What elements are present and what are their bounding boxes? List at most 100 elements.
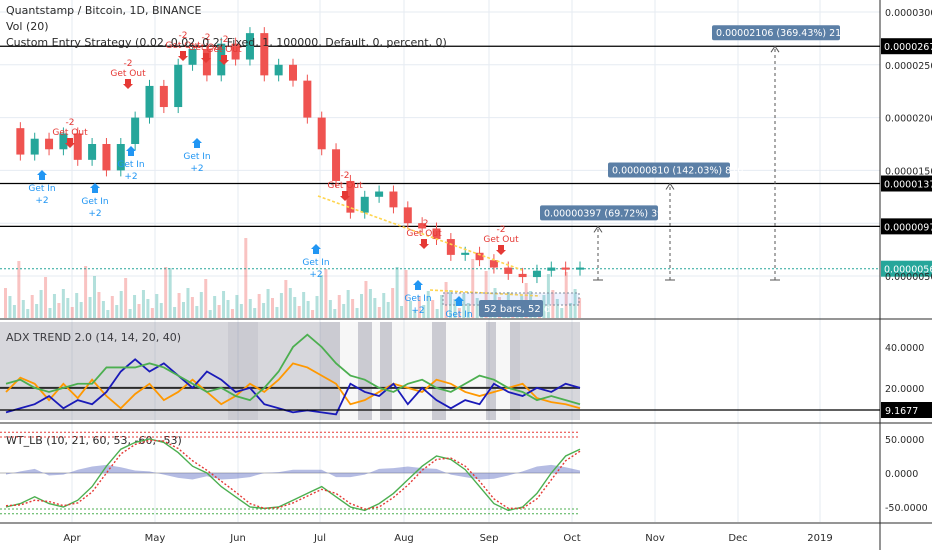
wt-series-line <box>5 438 581 512</box>
volume-bar <box>413 310 417 318</box>
candle-body <box>145 85 154 118</box>
volume-bar <box>471 259 475 318</box>
volume-bar <box>457 308 461 318</box>
volume-bar <box>466 303 470 318</box>
candle-body <box>73 133 82 160</box>
measure-label-bg <box>540 205 658 221</box>
volume-bar <box>404 270 408 318</box>
adx-bg-band <box>320 322 340 420</box>
measure-label: 0.00000810 (142.03%) 810 <box>612 165 743 176</box>
price-level-label: 0.00000970 <box>884 222 932 233</box>
signal-get-out-qty: -2 <box>124 59 133 69</box>
volume-bar <box>168 268 172 318</box>
price-axis-tick-label: 0.00002000 <box>885 114 932 125</box>
candle-body <box>375 191 384 197</box>
volume-bar <box>431 300 435 318</box>
price-level-label: 0.00001376 <box>884 179 932 190</box>
arrow-down-icon <box>340 191 350 201</box>
volume-bar <box>328 300 332 318</box>
volume-bar <box>262 303 266 318</box>
signal-get-in-qty: +2 <box>124 172 137 182</box>
candle-body <box>332 149 341 181</box>
volume-bar <box>101 301 105 318</box>
candle-body <box>102 144 111 171</box>
volume-bar <box>57 303 61 318</box>
volume-bar <box>75 293 79 318</box>
adx-axis-tick-label: 40.0000 <box>885 343 924 354</box>
volume-bar <box>146 299 150 318</box>
volume-bar <box>306 301 310 318</box>
volume-bar <box>21 300 25 318</box>
signal-get-out-label: Get Out <box>52 128 88 138</box>
volume-bar <box>30 295 34 318</box>
volume-bar <box>288 288 292 318</box>
signal-get-out-label: Get Out <box>188 43 224 53</box>
volume-bar <box>119 291 123 318</box>
volume-bar <box>417 296 421 318</box>
signal-get-in-label: Get In <box>404 294 431 304</box>
adx-axis-tick-label: 20.0000 <box>885 384 924 395</box>
price-level-label-bg <box>881 175 932 192</box>
date-range-label: 52 bars, 52 d <box>484 304 550 315</box>
price-axis-tick-label: 0.00001500 <box>885 166 932 177</box>
volume-bar <box>155 294 159 318</box>
candle-body <box>131 117 140 144</box>
wt-signal-line <box>5 439 581 510</box>
volume-bar <box>79 302 83 318</box>
volume-bar <box>182 302 185 318</box>
volume-bar <box>26 309 30 318</box>
volume-bar <box>213 296 217 318</box>
signal-get-in-label: Get In <box>183 152 210 162</box>
candle-body <box>346 180 355 213</box>
signal-get-in-qty: +2 <box>88 209 101 219</box>
signal-get-in-qty: +2 <box>411 306 424 316</box>
signal-get-in-label: Get In <box>302 258 329 268</box>
strategy-indicator-label[interactable]: Custom Entry Strategy (0.02, 0.02, 0.2, … <box>6 36 447 49</box>
volume-bar <box>395 267 399 318</box>
volume-bar <box>279 293 283 318</box>
candle-body <box>159 85 168 108</box>
time-axis-tick-label: Sep <box>480 533 499 544</box>
volume-bar <box>342 304 346 318</box>
volume-bar <box>44 277 48 318</box>
arrow-down-icon <box>65 138 75 148</box>
wt-axis-tick-label: 0.0000 <box>885 469 918 480</box>
volume-bar <box>484 271 488 318</box>
arrow-down-icon <box>496 245 506 255</box>
volume-bar <box>542 295 546 318</box>
volume-bar <box>449 290 452 318</box>
arrow-down-icon <box>178 51 188 61</box>
volume-bar <box>173 307 177 318</box>
signal-get-out-label: Get Out <box>327 181 363 191</box>
volume-bar <box>355 308 359 318</box>
volume-bar <box>546 274 550 318</box>
volume-indicator-label[interactable]: Vol (20) <box>6 20 49 33</box>
volume-bar <box>124 278 128 318</box>
volume-bar <box>164 267 168 318</box>
price-axis-tick-label: 0.00002500 <box>885 61 932 72</box>
adx-bg-band <box>380 322 392 420</box>
volume-bar <box>368 289 372 318</box>
signal-get-out-qty: -2 <box>497 225 506 235</box>
candle-body <box>389 191 398 208</box>
volume-bar <box>190 297 194 318</box>
candle-body <box>289 64 297 81</box>
volume-bar <box>351 299 355 318</box>
measure-label: 0.00002106 (369.43%) 2106 <box>716 28 853 39</box>
candle-body <box>16 128 25 155</box>
adx-title: ADX TREND 2.0 (14, 14, 20, 40) <box>6 331 181 344</box>
candle-body <box>418 223 427 229</box>
adx-series-line <box>5 362 581 410</box>
adx-bg-band <box>258 322 320 420</box>
volume-bar <box>373 298 377 318</box>
candle-body <box>475 252 484 261</box>
wt-axis-tick-label: -50.0000 <box>885 503 928 514</box>
signal-get-in-qty: +2 <box>190 164 203 174</box>
volume-bar <box>426 291 430 318</box>
time-axis-tick-label: Oct <box>563 533 580 544</box>
volume-bar <box>84 266 88 318</box>
symbol-title[interactable]: Quantstamp / Bitcoin, 1D, BINANCE <box>6 4 202 17</box>
volume-bar <box>4 288 7 318</box>
volume-bar <box>333 309 337 318</box>
